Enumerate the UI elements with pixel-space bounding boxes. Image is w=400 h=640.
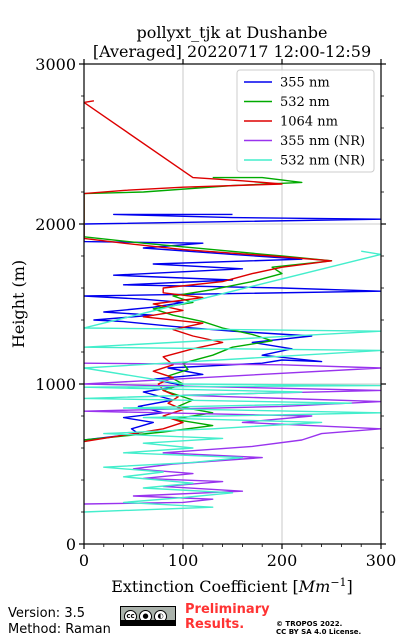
chart-title-line2: [Averaged] 20220717 12:00-12:59 (93, 42, 371, 61)
x-tick-label-1: 100 (168, 551, 199, 570)
series-lines (84, 100, 381, 513)
legend-label-1: 532 nm (280, 95, 330, 110)
copyright-line1: © TROPOS 2022. (276, 620, 343, 628)
by-icon: ● (139, 609, 152, 623)
chart-title-line1: pollyxt_tjk at Dushanbe (136, 23, 327, 42)
cc-badge-strip (120, 620, 176, 626)
method-text: Method: Raman (8, 622, 111, 637)
y-tick-label-2: 2000 (35, 215, 76, 234)
series-line-4 (84, 250, 381, 513)
copyright-line2: CC BY SA 4.0 License. (276, 628, 362, 636)
preliminary-results-text: Preliminary Results. (185, 602, 270, 632)
y-tick-label-3: 3000 (35, 55, 76, 74)
x-axis-label: Extinction Coefficient [Mm−1] (111, 576, 353, 596)
y-tick-label-1: 1000 (35, 375, 76, 394)
series-line-0 (84, 213, 381, 441)
version-text: Version: 3.5 (8, 606, 85, 621)
extinction-profile-chart: pollyxt_tjk at Dushanbe [Averaged] 20220… (9, 23, 396, 596)
legend: 355 nm 532 nm 1064 nm 355 nm (NR) 532 nm (NR… (236, 69, 375, 173)
x-tick-label-0: 0 (79, 551, 89, 570)
axis-ticks (79, 59, 386, 549)
legend-label-4: 532 nm (NR) (280, 154, 365, 169)
series-line-2 (84, 100, 333, 443)
legend-label-2: 1064 nm (280, 115, 338, 130)
legend-label-0: 355 nm (280, 76, 330, 91)
x-tick-label-3: 300 (366, 551, 397, 570)
y-tick-label-0: 0 (66, 535, 76, 554)
legend-label-3: 355 nm (NR) (280, 134, 365, 149)
x-tick-label-2: 200 (267, 551, 298, 570)
plot-frame (83, 63, 382, 545)
y-axis-label: Height (m) (9, 260, 28, 348)
legend-box (236, 69, 375, 173)
copyright-text: © TROPOS 2022. CC BY SA 4.0 License. (276, 620, 361, 636)
